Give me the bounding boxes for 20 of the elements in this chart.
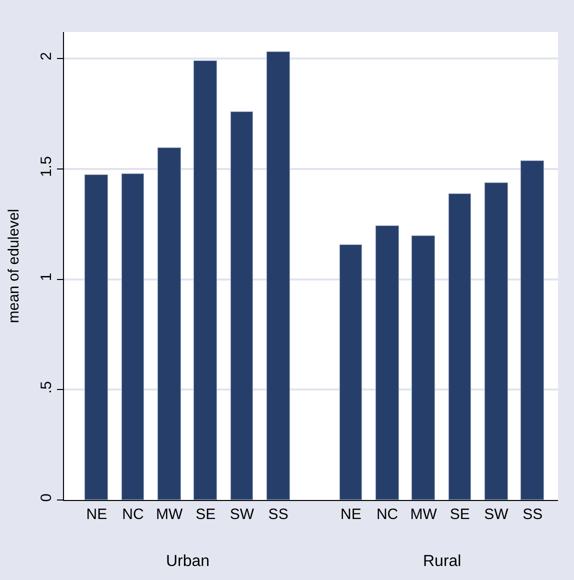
y-axis-title: mean of edulevel	[5, 208, 22, 324]
x-tick-label: NE	[340, 506, 362, 523]
text: Urban	[166, 553, 210, 570]
x-tick-label: NE	[86, 506, 108, 523]
x-tick-label: SW	[484, 506, 510, 523]
x-tick-label: SW	[230, 506, 255, 523]
y-tick-label: 1	[38, 272, 55, 282]
x-tick-label: MW	[410, 506, 438, 523]
y-tick-label: .5	[38, 381, 55, 394]
x-tick-label: SE	[196, 506, 216, 523]
x-tick-label: NC	[122, 506, 144, 523]
y-tick-label: 1.5	[38, 156, 55, 178]
text: Rural	[423, 553, 462, 570]
y-tick-label: 2	[38, 52, 55, 60]
x-tick-label: SE	[450, 506, 470, 523]
x-tick-label: MW	[156, 506, 184, 523]
x-tick-label: SS	[268, 506, 288, 523]
y-tick-label: 0	[38, 494, 55, 502]
x-tick-label: SS	[522, 506, 543, 523]
x-tick-label: NC	[376, 506, 398, 523]
